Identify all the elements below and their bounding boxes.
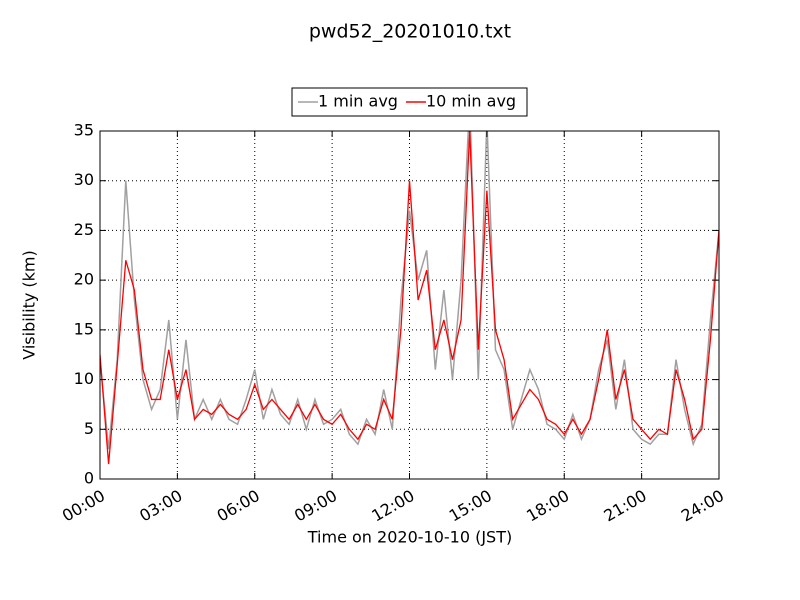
chart-title: pwd52_20201010.txt: [309, 21, 511, 43]
legend-label: 10 min avg: [426, 92, 516, 111]
y-tick-label: 25: [74, 220, 94, 239]
y-axis-label: Visibility (km): [20, 250, 39, 359]
series-line: [100, 131, 719, 450]
plot-lines: [100, 131, 719, 465]
y-tick-label: 35: [74, 121, 94, 140]
x-axis-label: Time on 2020-10-10 (JST): [307, 528, 512, 547]
y-tick-label: 10: [74, 369, 94, 388]
y-tick-label: 20: [74, 270, 94, 289]
y-tick-label: 15: [74, 319, 94, 338]
y-tick-label: 30: [74, 170, 94, 189]
legend: 1 min avg 10 min avg: [291, 87, 528, 117]
y-tick-label: 0: [84, 469, 94, 488]
series-line: [100, 131, 719, 465]
legend-label: 1 min avg: [318, 92, 398, 111]
y-tick-label: 5: [84, 419, 94, 438]
